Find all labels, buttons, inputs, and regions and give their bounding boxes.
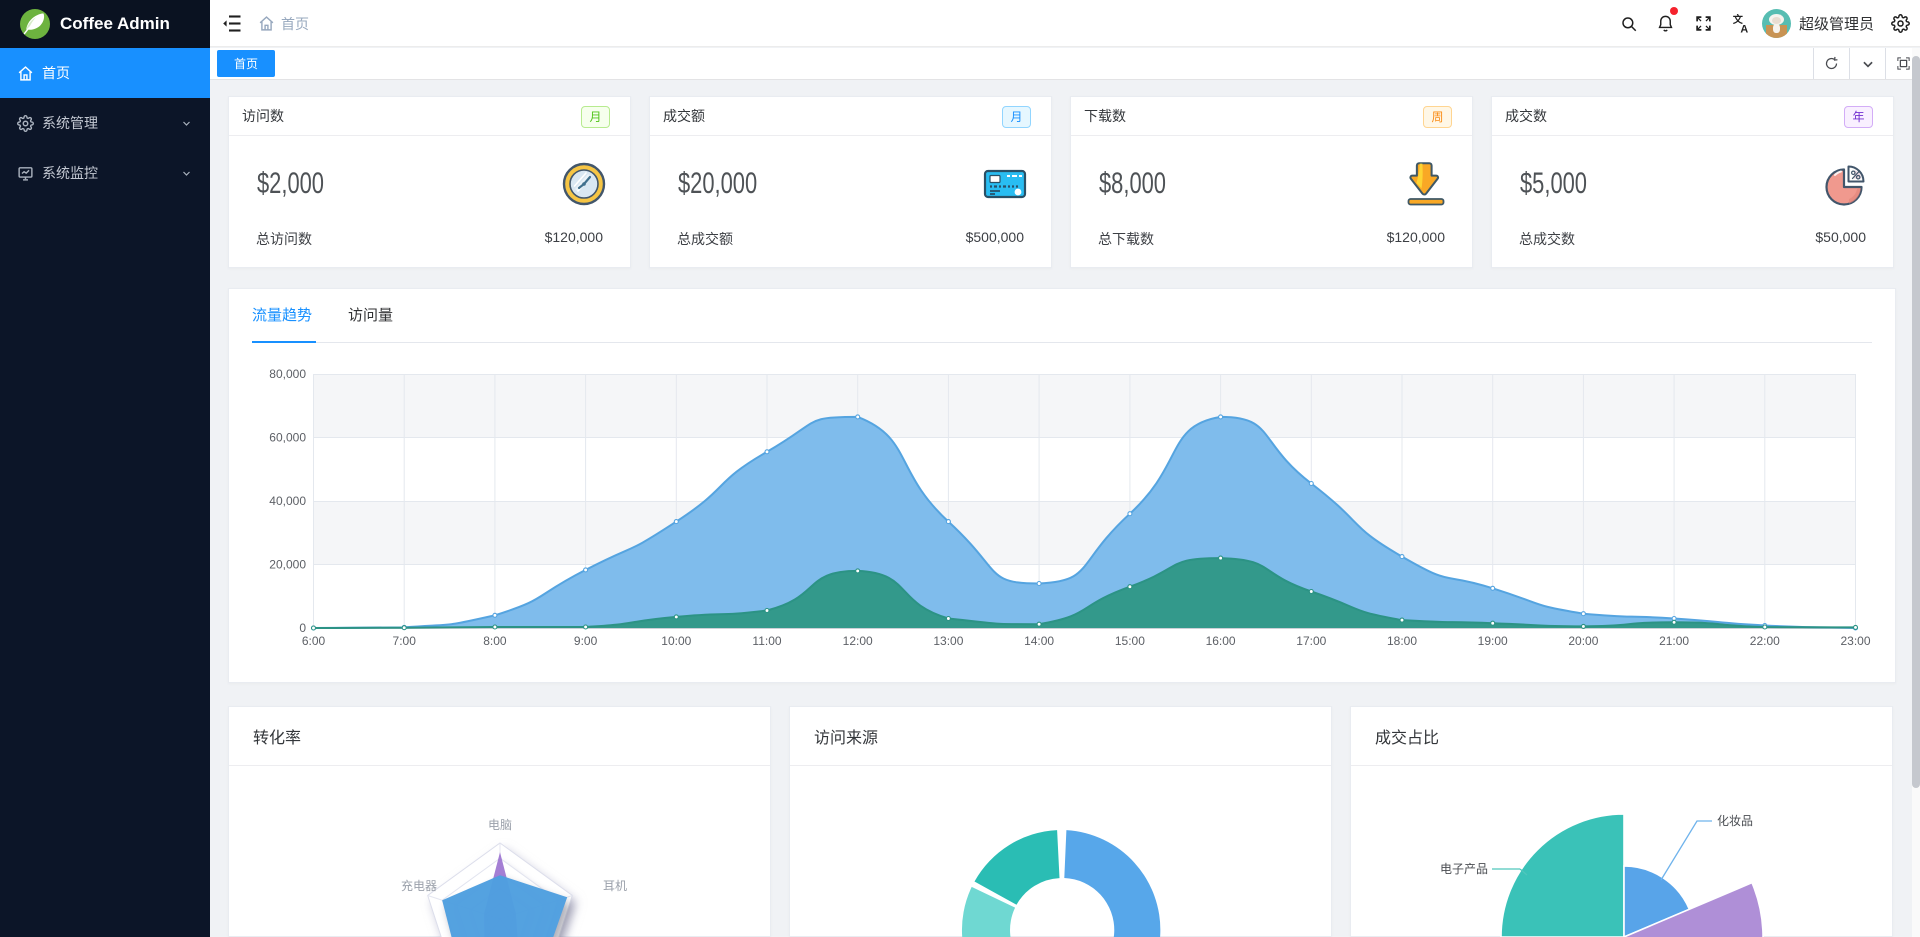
svg-text:耳机: 耳机 [603, 879, 627, 893]
svg-text:14:00: 14:00 [1024, 634, 1054, 648]
svg-text:6:00: 6:00 [302, 634, 326, 648]
svg-text:0: 0 [299, 621, 306, 635]
svg-text:10:00: 10:00 [661, 634, 691, 648]
svg-text:18:00: 18:00 [1387, 634, 1417, 648]
svg-text:11:00: 11:00 [752, 634, 781, 648]
svg-text:充电器: 充电器 [401, 878, 437, 893]
svg-text:电脑: 电脑 [488, 818, 512, 832]
svg-text:12:00: 12:00 [843, 634, 873, 648]
svg-text:22:00: 22:00 [1750, 634, 1780, 648]
svg-text:20:00: 20:00 [1568, 634, 1598, 648]
svg-text:16:00: 16:00 [1206, 634, 1236, 648]
svg-text:电子产品: 电子产品 [1440, 862, 1488, 876]
svg-text:23:00: 23:00 [1840, 634, 1870, 648]
svg-text:21:00: 21:00 [1659, 634, 1689, 648]
svg-text:化妆品: 化妆品 [1717, 814, 1753, 828]
svg-text:17:00: 17:00 [1296, 634, 1326, 648]
svg-text:60,000: 60,000 [269, 431, 306, 445]
svg-text:15:00: 15:00 [1115, 634, 1145, 648]
svg-text:19:00: 19:00 [1478, 634, 1508, 648]
svg-text:8:00: 8:00 [483, 634, 507, 648]
svg-text:40,000: 40,000 [269, 494, 306, 508]
svg-text:20,000: 20,000 [269, 558, 306, 572]
svg-text:9:00: 9:00 [574, 634, 598, 648]
svg-text:A: A [1740, 23, 1748, 34]
svg-text:文: 文 [1733, 14, 1744, 26]
svg-text:13:00: 13:00 [933, 634, 963, 648]
svg-text:7:00: 7:00 [393, 634, 417, 648]
svg-text:80,000: 80,000 [269, 367, 306, 381]
